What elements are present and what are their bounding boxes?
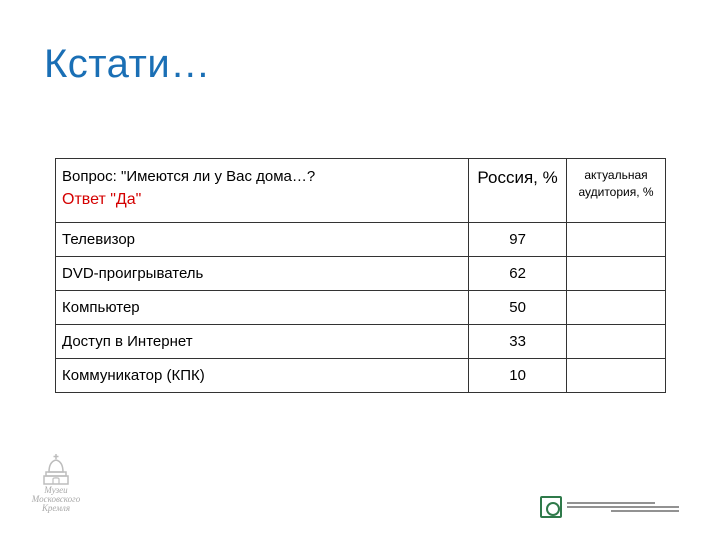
table-row: Компьютер 50 xyxy=(54,290,666,325)
audience-value xyxy=(566,222,666,257)
table-row: Коммуникатор (КПК) 10 xyxy=(54,358,666,393)
museum-logo-line: Музеи xyxy=(44,485,68,495)
table-row: Телевизор 97 xyxy=(54,222,666,257)
museum-kremlin-logo: Музеи Московского Кремля xyxy=(28,452,84,524)
audience-value xyxy=(566,290,666,325)
audience-column-label: актуальная аудитория, % xyxy=(578,168,654,199)
russia-header-cell: Россия, % xyxy=(468,158,568,223)
slide-title: Кстати… xyxy=(44,42,211,86)
research-center-logo-text xyxy=(567,502,679,512)
table-row: DVD-проигрыватель 62 xyxy=(54,256,666,291)
table-header-row: Вопрос: "Имеются ли у Вас дома…? Ответ "… xyxy=(54,158,666,223)
table-row: Доступ в Интернет 33 xyxy=(54,324,666,359)
row-label: Компьютер xyxy=(54,290,470,325)
russia-value: 62 xyxy=(468,256,568,291)
russia-value: 10 xyxy=(468,358,568,393)
audience-value xyxy=(566,324,666,359)
audience-header-cell: актуальная аудитория, % xyxy=(566,158,666,223)
row-label: Коммуникатор (КПК) xyxy=(54,358,470,393)
survey-table: Вопрос: "Имеются ли у Вас дома…? Ответ "… xyxy=(54,158,666,393)
question-text: Вопрос: "Имеются ли у Вас дома…? xyxy=(62,168,316,185)
audience-value xyxy=(566,358,666,393)
museum-logo-line: Кремля xyxy=(41,503,71,513)
museum-logo-line: Московского xyxy=(31,494,81,504)
research-center-logo xyxy=(540,495,710,519)
audience-value xyxy=(566,256,666,291)
question-header-cell: Вопрос: "Имеются ли у Вас дома…? Ответ "… xyxy=(54,158,470,223)
russia-value: 50 xyxy=(468,290,568,325)
russia-value: 33 xyxy=(468,324,568,359)
russia-value: 97 xyxy=(468,222,568,257)
answer-text: Ответ "Да" xyxy=(62,191,142,208)
row-label: DVD-проигрыватель xyxy=(54,256,470,291)
kremlin-dome-icon xyxy=(43,454,69,485)
row-label: Телевизор xyxy=(54,222,470,257)
research-center-logo-icon xyxy=(540,496,562,518)
row-label: Доступ в Интернет xyxy=(54,324,470,359)
russia-column-label: Россия, % xyxy=(477,168,558,187)
